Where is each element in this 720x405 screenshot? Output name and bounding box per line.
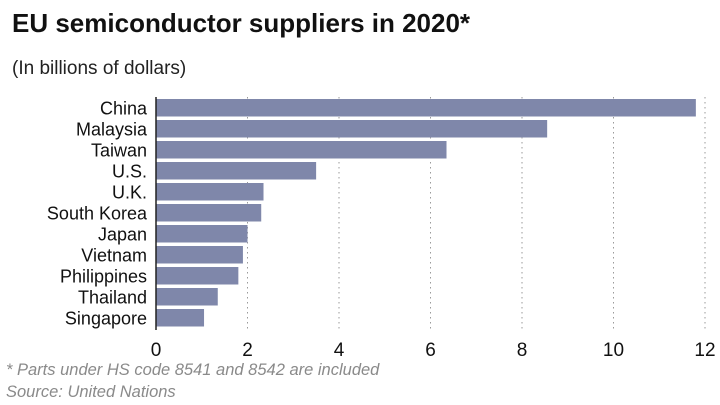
- category-label: Philippines: [60, 266, 147, 286]
- x-tick-label: 10: [603, 340, 624, 361]
- bar-u-s: [156, 162, 317, 180]
- category-label: Vietnam: [81, 245, 147, 265]
- bar-thailand: [156, 288, 218, 306]
- x-tick-label: 6: [425, 340, 436, 361]
- chart-title: EU semiconductor suppliers in 2020*: [12, 8, 471, 38]
- chart-subtitle: (In billions of dollars): [12, 58, 187, 79]
- bar-south-korea: [156, 204, 262, 222]
- bar-malaysia: [156, 120, 548, 138]
- x-tick-label: 0: [151, 340, 162, 361]
- category-label: U.S.: [112, 161, 147, 181]
- footnote: * Parts under HS code 8541 and 8542 are …: [6, 361, 380, 379]
- x-tick-label: 8: [517, 340, 528, 361]
- category-label: Singapore: [65, 308, 147, 328]
- category-label: Thailand: [78, 287, 147, 307]
- bar-taiwan: [156, 141, 447, 159]
- bar-vietnam: [156, 246, 243, 264]
- x-tick-label: 2: [242, 340, 253, 361]
- bar-philippines: [156, 267, 239, 285]
- category-label: U.K.: [112, 182, 147, 202]
- category-label: Malaysia: [76, 119, 148, 139]
- x-tick-labels: 0 2 4 6 8 10 12: [151, 340, 716, 361]
- category-label: China: [100, 98, 148, 118]
- category-label: South Korea: [47, 203, 148, 223]
- x-tick-label: 12: [694, 340, 715, 361]
- bar-china: [156, 99, 696, 117]
- category-label: Japan: [98, 224, 147, 244]
- bar-singapore: [156, 309, 205, 327]
- category-label: Taiwan: [91, 140, 147, 160]
- bar-japan: [156, 225, 248, 243]
- bars: [156, 99, 696, 327]
- bar-u-k: [156, 183, 264, 201]
- x-tick-label: 4: [334, 340, 345, 361]
- chart-notes: * Parts under HS code 8541 and 8542 are …: [6, 359, 379, 403]
- source-note: Source: United Nations: [6, 383, 176, 401]
